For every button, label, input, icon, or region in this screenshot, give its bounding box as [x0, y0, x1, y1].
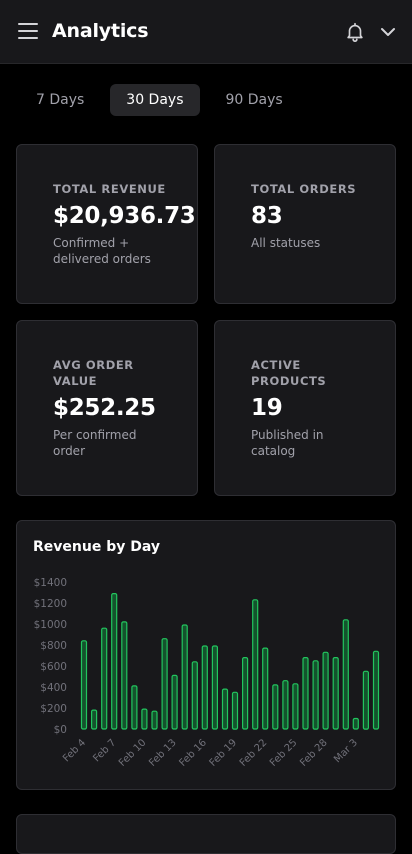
- chevron-down-icon[interactable]: [380, 26, 396, 38]
- stat-subtitle: Per confirmed order: [53, 428, 137, 458]
- stat-subtitle: All statuses: [251, 236, 321, 250]
- chart-bar[interactable]: [171, 674, 178, 730]
- chart-bar[interactable]: [221, 688, 229, 730]
- x-tick-label: Feb 10: [117, 737, 149, 769]
- chart-bar[interactable]: [292, 683, 299, 730]
- chart-bar[interactable]: [242, 657, 249, 730]
- chart-bar[interactable]: [191, 661, 198, 730]
- stat-subtitle: Published in catalog: [251, 428, 324, 458]
- y-tick-label: $600: [40, 661, 67, 673]
- stat-label: AVG ORDER VALUE: [53, 358, 134, 388]
- y-tick-label: $400: [40, 682, 67, 694]
- chart-bar[interactable]: [141, 708, 148, 730]
- chart-bar[interactable]: [131, 685, 138, 730]
- chart-bar[interactable]: [332, 657, 339, 730]
- x-tick-label: Feb 28: [298, 737, 330, 769]
- chart-bar[interactable]: [322, 651, 329, 730]
- stat-card-active-products: ACTIVE PRODUCTS 19 Published in catalog: [214, 320, 396, 496]
- chart-bar[interactable]: [362, 670, 369, 730]
- chart-bar[interactable]: [121, 621, 128, 730]
- stat-card-avg-order-value: AVG ORDER VALUE $252.25 Per confirmed or…: [16, 320, 198, 496]
- y-tick-label: $200: [40, 703, 67, 715]
- chart-bar[interactable]: [342, 619, 349, 730]
- next-card: [16, 814, 396, 854]
- chart-bar[interactable]: [252, 599, 259, 730]
- stat-label: TOTAL REVENUE: [53, 182, 166, 196]
- x-tick-label: Feb 19: [208, 737, 240, 769]
- tab-7-days[interactable]: 7 Days: [36, 92, 85, 108]
- tab-90-days[interactable]: 90 Days: [225, 92, 283, 108]
- stat-card-total-revenue: TOTAL REVENUE $20,936.73 Confirmed + del…: [16, 144, 198, 304]
- chart-bar[interactable]: [211, 645, 218, 730]
- chart-bar[interactable]: [302, 657, 309, 730]
- page-title: Analytics: [52, 20, 149, 42]
- date-range-tabs: 7 Days 30 Days 90 Days: [24, 84, 297, 116]
- x-tick-label: Feb 4: [61, 737, 88, 764]
- menu-icon[interactable]: [18, 23, 38, 41]
- y-tick-label: $1000: [34, 619, 67, 631]
- stat-label: ACTIVE PRODUCTS: [251, 358, 327, 388]
- bell-icon[interactable]: [344, 21, 366, 43]
- chart-bar[interactable]: [372, 650, 380, 730]
- chart-bar[interactable]: [282, 680, 289, 730]
- stat-value: 19: [251, 395, 283, 421]
- chart-bar[interactable]: [80, 640, 88, 730]
- chart-bar[interactable]: [90, 709, 98, 730]
- chart-bar[interactable]: [262, 647, 269, 730]
- top-app-bar: Analytics: [0, 0, 412, 64]
- x-tick-label: Feb 7: [91, 737, 118, 764]
- x-tick-label: Feb 22: [238, 737, 270, 769]
- stat-value: $20,936.73: [53, 203, 196, 229]
- chart-bar[interactable]: [101, 627, 108, 730]
- stat-subtitle: Confirmed + delivered orders: [53, 236, 151, 266]
- chart-title: Revenue by Day: [33, 539, 160, 555]
- chart-bar[interactable]: [272, 684, 279, 730]
- revenue-chart-card: Revenue by Day $0 $200 $400 $600 $800 $1000 $1…: [16, 520, 396, 790]
- chart-bar[interactable]: [111, 592, 118, 730]
- chart-bar[interactable]: [161, 638, 168, 730]
- x-tick-label: Mar 3: [332, 737, 360, 765]
- stat-card-total-orders: TOTAL ORDERS 83 All statuses: [214, 144, 396, 304]
- stat-value: 83: [251, 203, 283, 229]
- y-tick-label: $0: [54, 724, 67, 736]
- y-tick-label: $1200: [34, 598, 67, 610]
- chart-bar[interactable]: [352, 717, 359, 730]
- y-tick-label: $1400: [34, 577, 67, 589]
- x-tick-label: Feb 25: [268, 737, 300, 769]
- chart-bar[interactable]: [181, 624, 188, 730]
- stat-label: TOTAL ORDERS: [251, 182, 357, 196]
- chart-bar[interactable]: [151, 710, 158, 730]
- chart-bar[interactable]: [231, 691, 239, 730]
- x-tick-label: Feb 13: [147, 737, 179, 769]
- tab-30-days[interactable]: 30 Days: [110, 84, 200, 116]
- y-tick-label: $800: [40, 640, 67, 652]
- stat-value: $252.25: [53, 395, 156, 421]
- chart-bar[interactable]: [201, 645, 208, 730]
- x-tick-label: Feb 16: [177, 737, 209, 769]
- chart-bar[interactable]: [312, 660, 319, 730]
